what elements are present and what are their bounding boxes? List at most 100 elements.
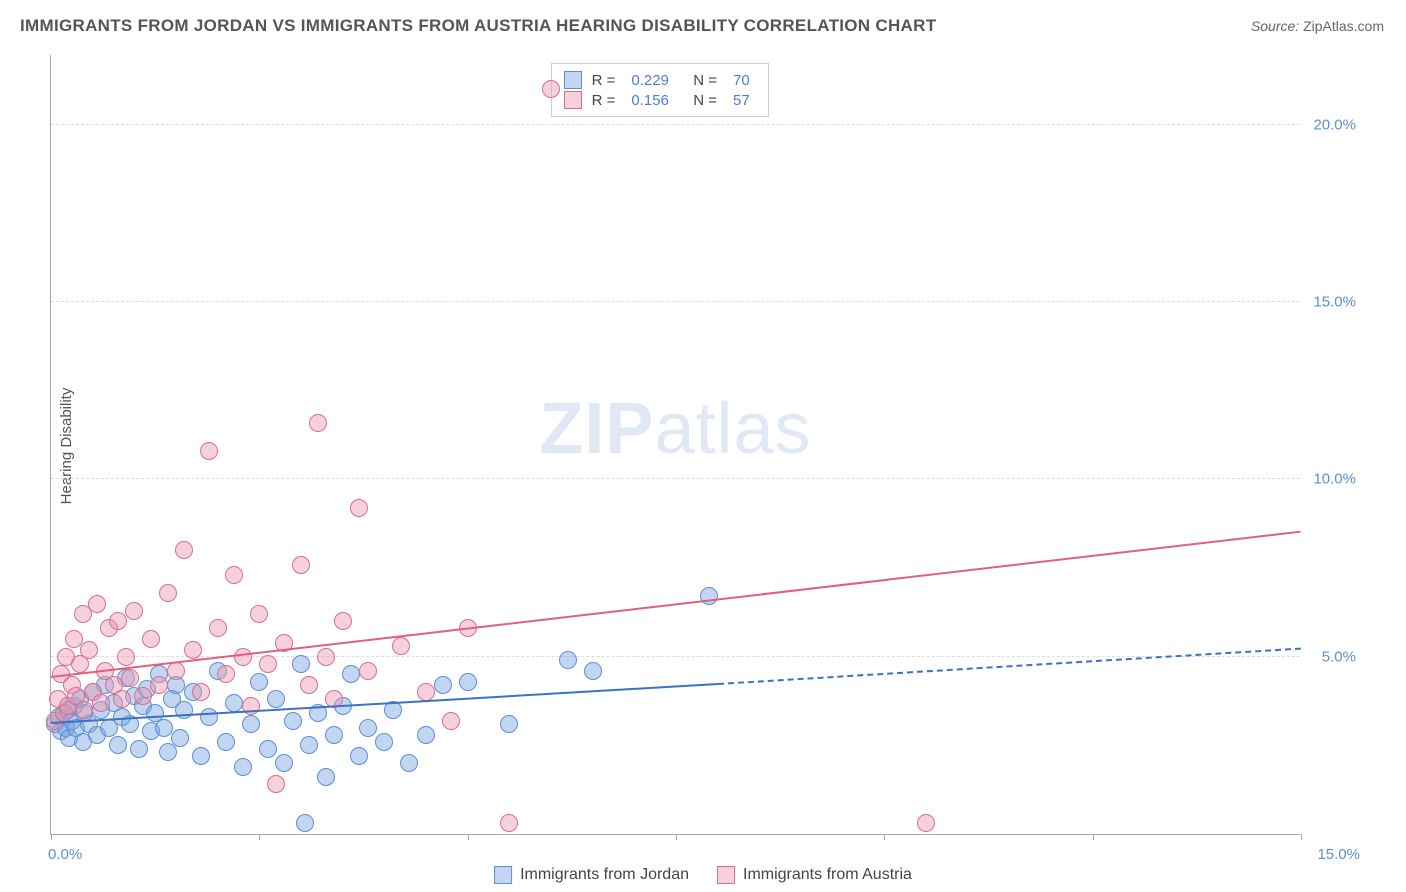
- scatter-point: [317, 768, 335, 786]
- legend-swatch: [564, 91, 582, 109]
- scatter-point: [400, 754, 418, 772]
- scatter-point: [917, 814, 935, 832]
- scatter-point: [275, 754, 293, 772]
- scatter-point: [417, 726, 435, 744]
- grid-line: [51, 478, 1300, 479]
- y-tick-label: 5.0%: [1322, 648, 1356, 665]
- scatter-point: [217, 665, 235, 683]
- scatter-point: [267, 690, 285, 708]
- scatter-point: [325, 726, 343, 744]
- scatter-point: [150, 676, 168, 694]
- scatter-point: [259, 655, 277, 673]
- scatter-point: [584, 662, 602, 680]
- x-tick: [468, 834, 469, 840]
- chart-title: IMMIGRANTS FROM JORDAN VS IMMIGRANTS FRO…: [20, 16, 936, 36]
- scatter-point: [350, 499, 368, 517]
- scatter-point: [334, 612, 352, 630]
- x-axis-min-label: 0.0%: [48, 846, 82, 863]
- scatter-point: [309, 414, 327, 432]
- scatter-point: [192, 683, 210, 701]
- legend-stats-box: R =0.229 N =70R =0.156 N =57: [551, 63, 769, 117]
- r-value: 0.156: [631, 92, 669, 109]
- scatter-point: [109, 736, 127, 754]
- scatter-point: [171, 729, 189, 747]
- legend-swatch: [564, 71, 582, 89]
- scatter-point: [225, 566, 243, 584]
- scatter-point: [142, 630, 160, 648]
- scatter-point: [92, 694, 110, 712]
- watermark-bold: ZIP: [539, 389, 654, 469]
- scatter-point: [700, 587, 718, 605]
- scatter-point: [292, 556, 310, 574]
- scatter-point: [500, 715, 518, 733]
- scatter-point: [125, 602, 143, 620]
- n-label: N =: [685, 72, 717, 89]
- scatter-point: [300, 736, 318, 754]
- scatter-point: [117, 648, 135, 666]
- scatter-point: [130, 740, 148, 758]
- scatter-point: [350, 747, 368, 765]
- scatter-point: [184, 641, 202, 659]
- scatter-point: [317, 648, 335, 666]
- scatter-point: [167, 662, 185, 680]
- scatter-point: [417, 683, 435, 701]
- x-tick: [51, 834, 52, 840]
- scatter-point: [155, 719, 173, 737]
- scatter-point: [296, 814, 314, 832]
- scatter-point: [300, 676, 318, 694]
- scatter-point: [200, 708, 218, 726]
- scatter-point: [209, 619, 227, 637]
- scatter-point: [442, 712, 460, 730]
- n-label: N =: [685, 92, 717, 109]
- scatter-point: [267, 775, 285, 793]
- watermark: ZIPatlas: [539, 388, 811, 470]
- y-tick-label: 15.0%: [1313, 294, 1356, 311]
- legend-item: Immigrants from Austria: [717, 866, 912, 884]
- scatter-point: [217, 733, 235, 751]
- scatter-point: [250, 673, 268, 691]
- scatter-point: [250, 605, 268, 623]
- legend-swatch: [717, 866, 735, 884]
- scatter-point: [113, 690, 131, 708]
- scatter-point: [259, 740, 277, 758]
- scatter-point: [342, 665, 360, 683]
- x-tick: [1301, 834, 1302, 840]
- x-tick: [676, 834, 677, 840]
- source-attribution: Source: ZipAtlas.com: [1251, 18, 1384, 34]
- x-tick: [884, 834, 885, 840]
- plot-container: ZIPatlas R =0.229 N =70R =0.156 N =57 5.…: [50, 55, 1300, 835]
- legend-label: Immigrants from Austria: [743, 866, 912, 884]
- scatter-point: [200, 442, 218, 460]
- scatter-point: [225, 694, 243, 712]
- trend-line: [718, 648, 1301, 685]
- bottom-legend: Immigrants from Jordan Immigrants from Au…: [494, 866, 912, 884]
- legend-item: Immigrants from Jordan: [494, 866, 689, 884]
- legend-stat-row: R = 0.156 N = 57: [564, 90, 756, 110]
- scatter-point: [121, 669, 139, 687]
- scatter-point: [359, 719, 377, 737]
- n-value: 57: [733, 92, 750, 109]
- x-tick: [1093, 834, 1094, 840]
- scatter-point: [109, 612, 127, 630]
- r-label: R =: [592, 92, 616, 109]
- legend-label: Immigrants from Jordan: [520, 866, 689, 884]
- scatter-point: [559, 651, 577, 669]
- scatter-point: [234, 648, 252, 666]
- scatter-point: [88, 595, 106, 613]
- scatter-point: [134, 687, 152, 705]
- scatter-point: [500, 814, 518, 832]
- watermark-rest: atlas: [654, 389, 811, 469]
- scatter-point: [192, 747, 210, 765]
- scatter-point: [392, 637, 410, 655]
- n-value: 70: [733, 72, 750, 89]
- r-label: R =: [592, 72, 616, 89]
- scatter-point: [159, 584, 177, 602]
- y-tick-label: 10.0%: [1313, 471, 1356, 488]
- scatter-point: [542, 80, 560, 98]
- scatter-point: [292, 655, 310, 673]
- scatter-point: [75, 701, 93, 719]
- legend-swatch: [494, 866, 512, 884]
- scatter-point: [242, 697, 260, 715]
- scatter-point: [359, 662, 377, 680]
- grid-line: [51, 301, 1300, 302]
